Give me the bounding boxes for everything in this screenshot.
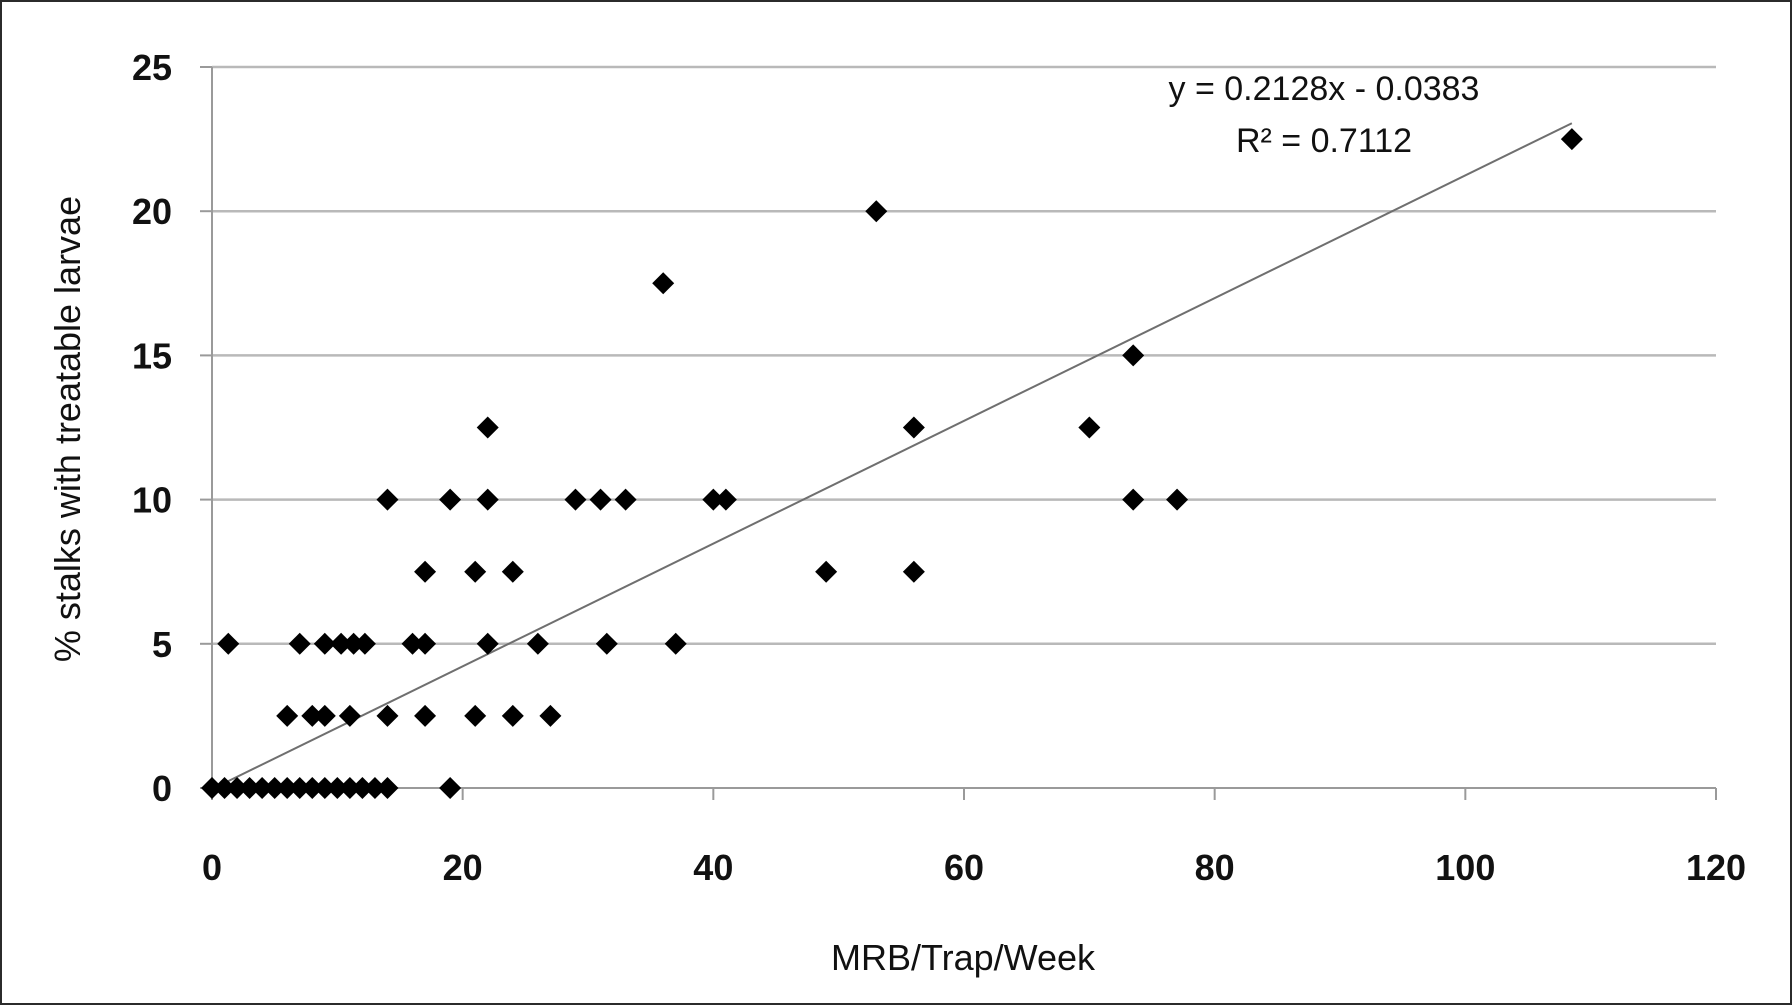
data-point — [501, 560, 524, 583]
y-tick-label: 10 — [132, 480, 172, 521]
trendline-equation: y = 0.2128x - 0.0383 — [1169, 70, 1480, 108]
y-tick-label: 15 — [132, 335, 172, 376]
data-point — [338, 777, 361, 799]
x-tick-label: 0 — [202, 847, 222, 888]
data-point — [664, 632, 687, 655]
axes — [200, 66, 1717, 800]
data-point — [313, 777, 336, 799]
data-point — [1166, 488, 1189, 511]
x-tick-label: 100 — [1435, 847, 1495, 888]
data-point — [363, 777, 386, 799]
y-tick-label: 20 — [132, 191, 172, 232]
data-point — [564, 488, 587, 511]
data-point — [501, 704, 524, 727]
tick-labels: 0 5 10 15 20 25 0 20 40 60 80 100 120 — [132, 47, 1746, 888]
data-point — [326, 777, 349, 799]
x-axis-title: MRB/Trap/Week — [831, 937, 1096, 978]
data-point — [439, 777, 462, 799]
data-point — [376, 488, 399, 511]
data-point — [342, 632, 365, 655]
data-point — [288, 632, 311, 655]
data-point — [351, 777, 374, 799]
data-point — [526, 632, 549, 655]
data-point — [714, 488, 737, 511]
x-tick-label: 20 — [443, 847, 483, 888]
data-point — [614, 488, 637, 511]
data-point — [1122, 488, 1145, 511]
data-point — [815, 560, 838, 583]
trendline-group — [211, 122, 1573, 791]
data-point — [401, 632, 424, 655]
y-tick-label: 5 — [152, 624, 172, 665]
data-point — [589, 488, 612, 511]
trendline-r-squared: R² = 0.7112 — [1236, 122, 1412, 160]
data-point — [476, 488, 499, 511]
data-point — [276, 704, 299, 727]
y-tick-label: 0 — [152, 768, 172, 809]
data-point — [330, 632, 353, 655]
data-point — [213, 777, 236, 799]
data-point — [702, 488, 725, 511]
y-tick-label: 25 — [132, 47, 172, 88]
data-point — [1078, 416, 1101, 439]
data-point — [414, 704, 437, 727]
data-point — [865, 200, 888, 223]
data-point — [652, 272, 675, 295]
data-point — [414, 632, 437, 655]
data-point — [251, 777, 274, 799]
data-point — [353, 632, 376, 655]
x-tick-label: 40 — [693, 847, 733, 888]
trendline — [211, 122, 1573, 791]
gridlines — [212, 65, 1716, 646]
data-point — [1560, 128, 1583, 151]
data-point — [1122, 344, 1145, 367]
data-point — [464, 560, 487, 583]
data-point — [201, 777, 223, 799]
data-point — [439, 488, 462, 511]
data-point — [226, 777, 249, 799]
data-point — [902, 416, 925, 439]
data-point — [595, 632, 618, 655]
data-point — [376, 777, 399, 799]
data-point — [464, 704, 487, 727]
data-point — [376, 704, 399, 727]
data-point — [288, 777, 311, 799]
data-point — [313, 704, 336, 727]
x-tick-label: 60 — [944, 847, 984, 888]
data-point — [276, 777, 299, 799]
data-point — [414, 560, 437, 583]
data-point — [313, 632, 336, 655]
data-point — [238, 777, 261, 799]
data-point — [301, 777, 324, 799]
data-point — [476, 416, 499, 439]
data-point — [476, 632, 499, 655]
data-point — [217, 632, 240, 655]
data-point — [301, 704, 324, 727]
data-point — [263, 777, 286, 799]
x-tick-label: 120 — [1686, 847, 1746, 888]
data-point — [902, 560, 925, 583]
y-axis-title: % stalks with treatable larvae — [47, 196, 88, 662]
data-point — [338, 704, 361, 727]
data-points — [201, 128, 1583, 799]
data-point — [539, 704, 562, 727]
x-tick-label: 80 — [1195, 847, 1235, 888]
